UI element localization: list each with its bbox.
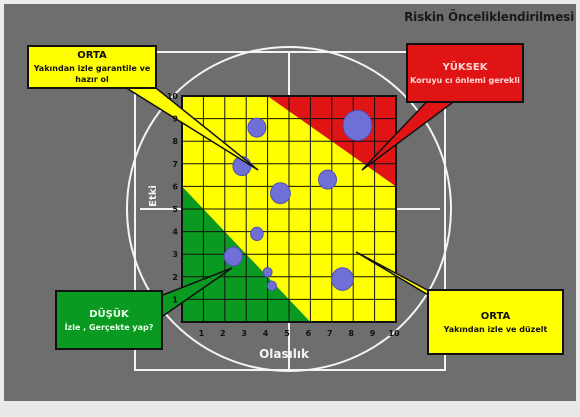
- callout-yuksek-text: Koruyu cı önlemi gerekli: [410, 75, 520, 85]
- x-tick-label: 3: [241, 329, 247, 338]
- x-tick-label: 7: [327, 329, 333, 338]
- y-tick-label: 1: [172, 295, 178, 304]
- callout-dusuk-text: İzle , Gerçekte yap?: [64, 322, 154, 332]
- callout-orta-bottom: ORTA Yakından izle ve düzelt: [427, 289, 564, 355]
- axis-labels: 1 2 3 4 5 6 7 8 9 10 1 2 3 4 5 6 7 8 9 10 Olasılık Etki: [148, 92, 400, 361]
- risk-point: [250, 226, 264, 241]
- callout-orta-top: ORTA Yakından izle garantile ve hazır ol: [27, 45, 157, 89]
- y-tick-label: 3: [172, 250, 178, 259]
- risk-point: [266, 280, 277, 292]
- y-tick-label: 6: [172, 182, 178, 191]
- callout-orta-bottom-title: ORTA: [480, 310, 511, 322]
- x-tick-label: 10: [388, 329, 400, 338]
- x-tick-label: 2: [220, 329, 226, 338]
- bottom-bar: [0, 401, 580, 417]
- risk-point: [342, 109, 373, 141]
- x-tick-label: 1: [199, 329, 205, 338]
- y-tick-label: 8: [172, 137, 178, 146]
- y-tick-label: 4: [172, 228, 178, 237]
- risk-point: [270, 182, 291, 205]
- x-tick-label: 4: [263, 329, 269, 338]
- y-tick-label: 9: [172, 115, 178, 124]
- x-axis-label: Olasılık: [259, 347, 310, 361]
- x-tick-label: 5: [284, 329, 290, 338]
- risk-point: [247, 117, 267, 138]
- callout-orta-bottom-text: Yakından izle ve düzelt: [443, 324, 548, 334]
- callout-dusuk: DÜŞÜK İzle , Gerçekte yap?: [55, 290, 163, 350]
- y-tick-label: 10: [167, 92, 179, 101]
- callout-orta-top-title: ORTA: [77, 50, 107, 61]
- y-tick-label: 2: [172, 273, 178, 282]
- y-tick-label: 5: [172, 205, 178, 214]
- grid-border: [181, 95, 397, 323]
- callout-yuksek-title: YÜKSEK: [442, 61, 488, 73]
- x-tick-label: 9: [370, 329, 376, 338]
- callout-yuksek: YÜKSEK Koruyu cı önlemi gerekli: [406, 43, 524, 103]
- x-tick-label: 6: [306, 329, 312, 338]
- slide-title: Riskin Önceliklendirilmesi: [404, 10, 574, 24]
- x-tick-label: 8: [348, 329, 354, 338]
- risk-points: [223, 109, 373, 292]
- risk-point: [318, 169, 338, 190]
- risk-point: [331, 267, 354, 291]
- callout-dusuk-title: DÜŞÜK: [89, 308, 129, 320]
- target-frame: [134, 51, 446, 371]
- risk-point: [223, 246, 243, 267]
- callout-orta-top-text: Yakından izle garantile ve hazır ol: [33, 64, 151, 84]
- y-axis-label: Etki: [148, 185, 159, 207]
- risk-point: [262, 267, 273, 278]
- y-tick-label: 7: [172, 160, 178, 169]
